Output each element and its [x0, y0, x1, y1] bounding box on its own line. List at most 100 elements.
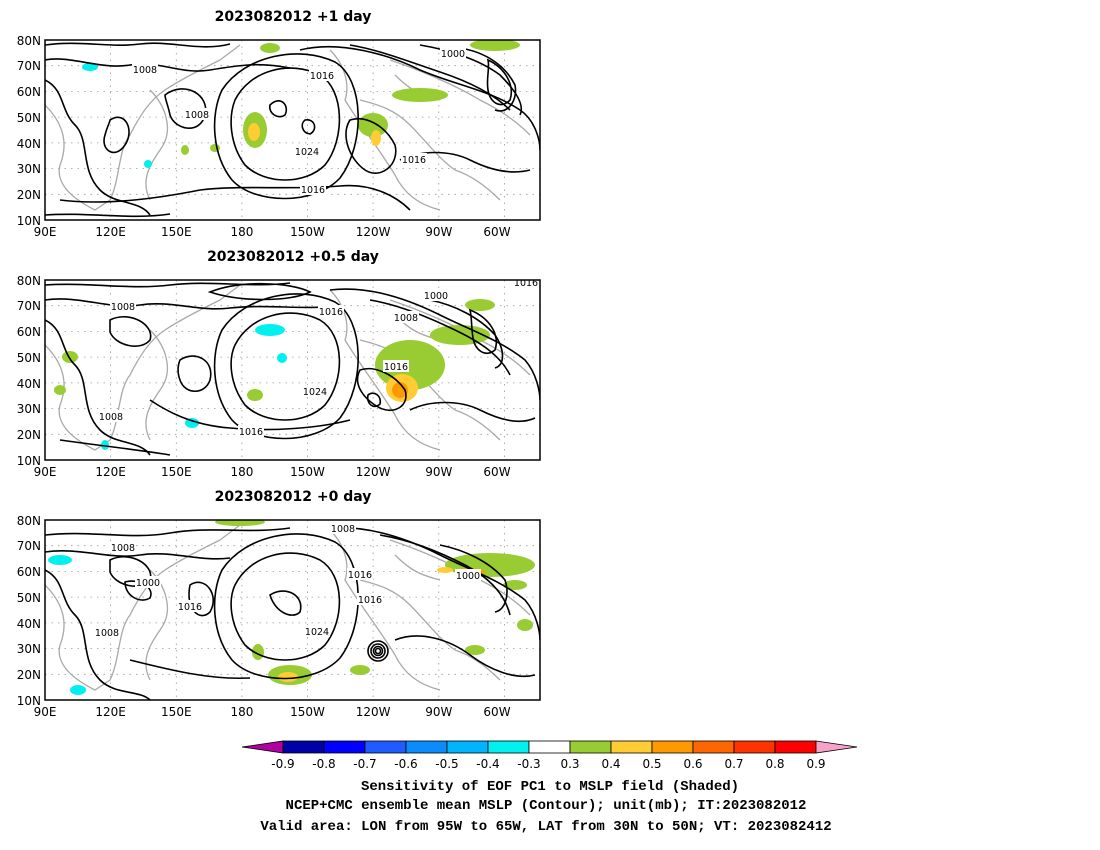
lon-ticks: 90E 120E 150E 180 150W 120W 90W 60W: [34, 225, 511, 239]
colorbar-box: [692, 740, 735, 754]
colorbar-box: [446, 740, 489, 754]
lat-tick-label: 70N: [17, 299, 41, 313]
lat-tick-label: 60N: [17, 565, 41, 579]
lat-tick-label: 50N: [17, 351, 41, 365]
colorbar-tick-label: -0.3: [517, 757, 540, 771]
lat-tick-label: 50N: [17, 111, 41, 125]
coastline: [45, 44, 531, 211]
colorbar-tick-label: 0.8: [765, 757, 784, 771]
map-panel-plus0-5: 2023082012 +0.5 day: [17, 249, 541, 479]
lat-tick-label: 40N: [17, 137, 41, 151]
caption-line3: Valid area: LON from 95W to 65W, LAT fro…: [260, 819, 831, 835]
lon-tick-label: 150E: [161, 225, 192, 239]
map-frame: [44, 279, 541, 461]
mslp-contours: [45, 42, 540, 218]
contour-label: 1008: [99, 412, 123, 423]
lat-tick-label: 60N: [17, 85, 41, 99]
lat-ticks: 80N 70N 60N 50N 40N 30N 20N 10N: [17, 274, 41, 468]
lat-tick-label: 10N: [17, 454, 41, 468]
contour-label: 1016: [301, 185, 325, 196]
colorbar: -0.9 -0.8 -0.7 -0.6 -0.5 -0.4 -0.3 0.3 0.4 0.5 0.6…: [241, 740, 858, 771]
contour-label: 1000: [136, 578, 160, 589]
lon-tick-label: 120W: [356, 225, 391, 239]
colorbar-labels: -0.9 -0.8 -0.7 -0.6 -0.5 -0.4 -0.3 0.3 0.4 0.5 0.6…: [271, 757, 825, 771]
lat-tick-label: 20N: [17, 668, 41, 682]
lon-tick-label: 90E: [34, 225, 57, 239]
contour-label: 1008: [331, 524, 355, 535]
panel-title: 2023082012 +1 day: [215, 9, 372, 25]
contour-label: 1016: [384, 362, 408, 373]
map-frame: [44, 519, 541, 701]
lon-tick-label: 120E: [95, 225, 126, 239]
contour-label: 1016: [239, 427, 263, 438]
contour-label: 1024: [295, 147, 319, 158]
lon-tick-label: 180: [230, 465, 253, 479]
colorbar-box: [364, 740, 407, 754]
contour-label: 1008: [185, 110, 209, 121]
contour-label: 1016: [514, 278, 538, 289]
contour-label: 1016: [310, 71, 334, 82]
colorbar-box: [569, 740, 612, 754]
lat-ticks: 80N 70N 60N 50N 40N 30N 20N 10N: [17, 34, 41, 228]
contour-labels: 1008 1016 1000 1016 1008 1016 1024 1008 …: [98, 278, 539, 438]
contour-label: 1024: [303, 387, 327, 398]
map-panel-plus1: 2023082012 +1 day: [17, 9, 541, 239]
lon-tick-label: 90W: [425, 705, 452, 719]
caption: Sensitivity of EOF PC1 to MSLP field (Sh…: [260, 779, 831, 835]
contour-label: 1016: [319, 307, 343, 318]
contour-label: 1000: [456, 571, 480, 582]
lat-tick-label: 60N: [17, 325, 41, 339]
lat-tick-label: 10N: [17, 694, 41, 708]
caption-line2: NCEP+CMC ensemble mean MSLP (Contour); u…: [286, 798, 807, 814]
lat-tick-label: 80N: [17, 274, 41, 288]
lon-ticks: 90E 120E 150E 180 150W 120W 90W 60W: [34, 465, 511, 479]
lat-tick-label: 30N: [17, 402, 41, 416]
sensitivity-shading: [82, 40, 520, 168]
lon-tick-label: 90W: [425, 465, 452, 479]
lat-ticks: 80N 70N 60N 50N 40N 30N 20N 10N: [17, 514, 41, 708]
lon-tick-label: 60W: [483, 705, 510, 719]
contour-label: 1008: [111, 302, 135, 313]
lat-tick-label: 20N: [17, 188, 41, 202]
colorbar-box: [528, 740, 571, 754]
contour-label: 1016: [178, 602, 202, 613]
lat-tick-label: 70N: [17, 539, 41, 553]
colorbar-box: [487, 740, 530, 754]
colorbar-high-arrow: [815, 740, 858, 754]
lon-tick-label: 60W: [483, 465, 510, 479]
lon-tick-label: 120W: [356, 705, 391, 719]
colorbar-tick-label: 0.9: [806, 757, 825, 771]
lon-tick-label: 150E: [161, 465, 192, 479]
contour-labels: 1008 1008 1000 1016 1016 1000 1016 1008 …: [94, 522, 481, 639]
colorbar-box: [323, 740, 366, 754]
lat-tick-label: 30N: [17, 642, 41, 656]
contour-label: 1024: [305, 627, 329, 638]
colorbar-tick-label: 0.4: [601, 757, 620, 771]
lat-tick-label: 80N: [17, 34, 41, 48]
lat-tick-label: 80N: [17, 514, 41, 528]
contour-labels: 1008 1016 1000 1008 1024 1016 1016: [132, 47, 466, 196]
colorbar-tick-label: 0.6: [683, 757, 702, 771]
lon-tick-label: 180: [230, 705, 253, 719]
contour-label: 1008: [133, 65, 157, 76]
lat-tick-label: 70N: [17, 59, 41, 73]
caption-line1: Sensitivity of EOF PC1 to MSLP field (Sh…: [361, 779, 739, 795]
lat-tick-label: 50N: [17, 591, 41, 605]
mslp-contours: [45, 282, 540, 456]
colorbar-box: [405, 740, 448, 754]
lon-tick-label: 90W: [425, 225, 452, 239]
contour-label: 1008: [95, 628, 119, 639]
lon-tick-label: 150W: [290, 465, 325, 479]
lat-tick-label: 10N: [17, 214, 41, 228]
lon-tick-label: 150W: [290, 225, 325, 239]
colorbar-low-arrow: [241, 740, 284, 754]
lon-tick-label: 90E: [34, 465, 57, 479]
lon-tick-label: 120W: [356, 465, 391, 479]
colorbar-box: [651, 740, 694, 754]
panel-title: 2023082012 +0 day: [215, 489, 372, 505]
contour-label: 1000: [441, 49, 465, 60]
lat-tick-label: 20N: [17, 428, 41, 442]
lon-ticks: 90E 120E 150E 180 150W 120W 90W 60W: [34, 705, 511, 719]
colorbar-tick-label: -0.7: [353, 757, 376, 771]
